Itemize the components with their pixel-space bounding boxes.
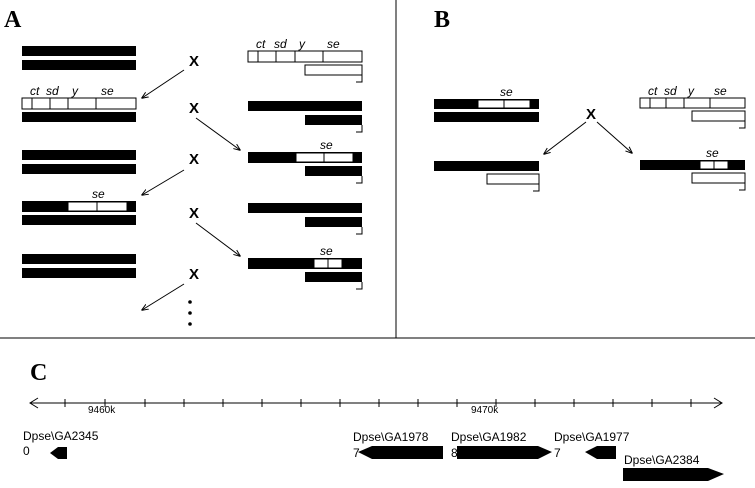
tick-label-9470k: 9470k <box>471 405 499 416</box>
chromosome-pair-b-right-2: se <box>640 146 746 191</box>
arrow <box>195 222 240 256</box>
chromosome-pair-a-left-1 <box>22 46 136 70</box>
chromosome-pair-a-right-4 <box>248 203 363 235</box>
gene-label-suffix: 7 <box>554 446 561 460</box>
chromosome-pair-a-right-3: se <box>248 138 363 184</box>
label-se: se <box>327 37 340 51</box>
gene-feature-ga1978: Dpse\GA1978 7 <box>353 430 443 460</box>
gene-arrow <box>585 446 616 459</box>
panel-b: se ct sd y se <box>434 84 746 192</box>
gene-label-suffix: 8 <box>451 446 458 460</box>
arrow <box>195 117 240 150</box>
arrow <box>596 121 632 153</box>
label-ct: ct <box>648 84 658 98</box>
label-sd: sd <box>46 84 59 98</box>
axis-ticks <box>64 399 692 407</box>
panel-a: ct sd y se se <box>21 37 363 326</box>
cross-symbol: X <box>189 266 199 283</box>
gene-feature-ga2345: Dpse\GA2345 0 <box>23 429 99 459</box>
chromosome-pair-b-right-1: ct sd y se <box>639 84 746 129</box>
gene-label: Dpse\GA2384 <box>624 453 700 467</box>
label-sd: sd <box>274 37 287 51</box>
panel-label-a: A <box>4 7 22 33</box>
gene-label: Dpse\GA1978 <box>353 430 429 444</box>
cross-symbol: X <box>189 100 199 117</box>
tick-label-9460k: 9460k <box>88 405 116 416</box>
gene-feature-ga1982: Dpse\GA1982 8 <box>451 430 552 460</box>
gene-arrow <box>50 447 67 459</box>
cross-symbol: X <box>189 205 199 222</box>
arrow <box>142 169 185 195</box>
chromosome-pair-a-right-5: se <box>248 244 363 290</box>
continuation-dots <box>188 300 192 326</box>
cross-arrows-b <box>544 121 632 154</box>
gene-arrow <box>623 468 724 481</box>
chromosome-pair-b-left-1: se <box>434 85 539 122</box>
chromosome-pair-a-right-1: ct sd y se <box>247 37 363 83</box>
cross-symbol: X <box>189 151 199 168</box>
chromosome-pair-a-left-5 <box>22 254 136 278</box>
cross-arrows-a <box>142 69 240 310</box>
genomic-axis <box>29 397 723 409</box>
chromosome-pair-a-right-2 <box>248 101 363 133</box>
cross-symbol: X <box>189 53 199 70</box>
label-se: se <box>500 85 513 99</box>
gene-label: Dpse\GA1977 <box>554 430 630 444</box>
label-ct: ct <box>256 37 266 51</box>
chromosome-pair-a-left-2: ct sd y se <box>21 84 137 122</box>
panel-label-b: B <box>434 7 450 33</box>
panel-label-c: C <box>30 360 47 386</box>
arrow <box>142 69 185 98</box>
gene-arrow <box>457 446 552 459</box>
label-y: y <box>687 84 695 98</box>
chromosome-pair-a-left-4: se <box>22 187 136 225</box>
gene-arrow <box>358 446 443 459</box>
label-se: se <box>320 138 333 152</box>
gene-label-suffix: 7 <box>353 446 360 460</box>
gene-label-suffix: 0 <box>23 444 30 458</box>
panel-dividers <box>0 0 755 339</box>
chromosome-pair-a-left-3 <box>22 150 136 174</box>
gene-feature-ga2384: Dpse\GA2384 <box>623 453 724 481</box>
chromosome-pair-b-left-2 <box>434 161 540 192</box>
label-sd: sd <box>664 84 677 98</box>
cross-symbol: X <box>586 106 596 123</box>
arrow <box>142 283 185 310</box>
label-se: se <box>92 187 105 201</box>
label-y: y <box>298 37 306 51</box>
label-se: se <box>320 244 333 258</box>
label-y: y <box>71 84 79 98</box>
gene-label: Dpse\GA1982 <box>451 430 527 444</box>
arrow <box>544 121 587 154</box>
label-se: se <box>714 84 727 98</box>
gene-label: Dpse\GA2345 <box>23 429 99 443</box>
label-ct: ct <box>30 84 40 98</box>
label-se: se <box>101 84 114 98</box>
label-se: se <box>706 146 719 160</box>
gene-feature-ga1977: Dpse\GA1977 7 <box>554 430 630 460</box>
panel-c: 9460k 9470k Dpse\GA2345 0 Dpse\GA1978 7 … <box>23 397 724 481</box>
